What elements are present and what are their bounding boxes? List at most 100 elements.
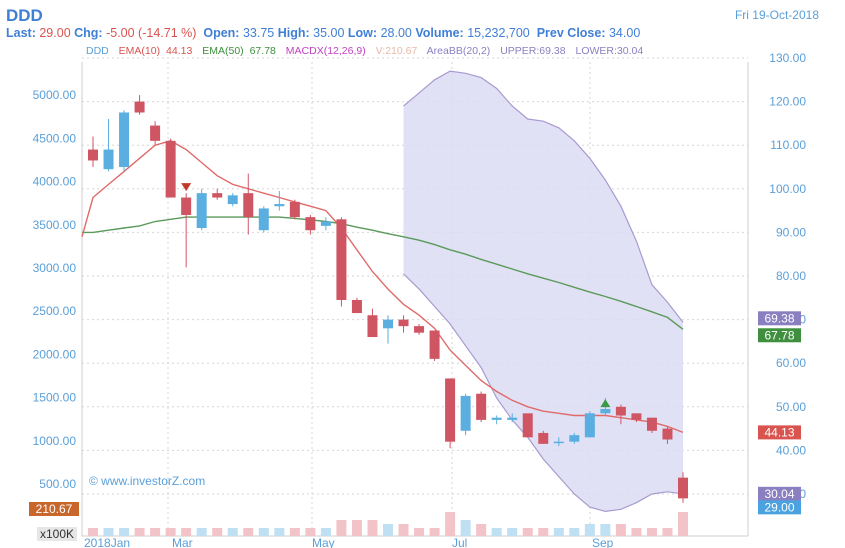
sell-marker-icon bbox=[181, 183, 192, 192]
legend-macd: MACDX(12,26,9) bbox=[285, 45, 366, 57]
chart-header: DDD Fri 19-Oct-2018 Last: 29.00 Chg: -5.… bbox=[0, 0, 845, 58]
right-axis-tick: 110.00 bbox=[770, 138, 806, 152]
volume-bar bbox=[165, 528, 176, 536]
left-axis-tick: 500.00 bbox=[39, 477, 76, 491]
quote-date: Fri 19-Oct-2018 bbox=[734, 8, 819, 22]
candle-body bbox=[631, 413, 642, 420]
chg-value: -5.00 (-14.71 %) bbox=[106, 26, 197, 40]
candle-body bbox=[165, 140, 176, 198]
value-badge-text: 69.38 bbox=[764, 311, 794, 325]
candle-body bbox=[507, 417, 518, 420]
volume-bar bbox=[646, 528, 657, 536]
legend-ema10: EMA(10) bbox=[118, 45, 161, 57]
low-value: 28.00 bbox=[380, 26, 412, 40]
candle-body bbox=[336, 219, 347, 300]
prevclose-value: 34.00 bbox=[608, 26, 641, 40]
x-axis-label: 2018Jan bbox=[84, 536, 130, 548]
high-value: 35.00 bbox=[313, 26, 345, 40]
volume-bar bbox=[119, 528, 130, 536]
candle-body bbox=[243, 193, 254, 218]
volume-bar bbox=[351, 520, 362, 536]
volume-bar bbox=[507, 528, 518, 536]
right-axis-tick: 60.00 bbox=[776, 356, 806, 370]
volume-bar bbox=[196, 528, 207, 536]
candle-body bbox=[150, 125, 161, 141]
legend-ema10-value: 44.13 bbox=[166, 45, 193, 57]
right-axis-tick: 100.00 bbox=[769, 182, 806, 196]
volume-bar bbox=[336, 520, 347, 536]
candle-body bbox=[429, 330, 440, 359]
volume-bar bbox=[289, 528, 300, 536]
candle-body bbox=[538, 432, 549, 444]
bollinger-band bbox=[403, 70, 684, 513]
candle-body bbox=[351, 299, 362, 314]
candle-body bbox=[491, 417, 502, 420]
volume-bar bbox=[243, 528, 254, 536]
low-label: Low: bbox=[347, 26, 378, 40]
volume-unit-text: x100K bbox=[40, 527, 74, 541]
volume-bar bbox=[134, 528, 145, 536]
x-axis-label: May bbox=[312, 536, 335, 548]
volume-bar bbox=[678, 512, 688, 536]
volume-bar bbox=[88, 528, 98, 536]
left-axis-tick: 2500.00 bbox=[33, 304, 77, 318]
chg-label: Chg: bbox=[74, 26, 103, 40]
right-axis-tick: 50.00 bbox=[776, 400, 806, 414]
left-axis-tick: 3000.00 bbox=[33, 261, 77, 275]
candle-body bbox=[88, 149, 98, 161]
volume-unit-box bbox=[37, 527, 77, 541]
volume-bar bbox=[476, 524, 487, 536]
volume-bar bbox=[631, 528, 642, 536]
legend-ddd: DDD bbox=[86, 45, 109, 57]
candle-body bbox=[398, 319, 409, 327]
right-axis-tick: 120.00 bbox=[769, 95, 806, 109]
candle-body bbox=[678, 477, 688, 499]
candle-body bbox=[119, 112, 130, 167]
candle-body bbox=[569, 435, 580, 442]
candle-body bbox=[476, 393, 487, 420]
last-label: Last: bbox=[6, 26, 36, 40]
left-axis-tick: 2000.00 bbox=[33, 347, 77, 361]
volume-bar bbox=[615, 524, 626, 536]
last-value: 29.00 bbox=[39, 26, 71, 40]
volume-bar bbox=[103, 528, 114, 536]
volume-bar bbox=[227, 528, 238, 536]
right-axis-tick: 80.00 bbox=[776, 269, 806, 283]
candle-body bbox=[134, 101, 145, 113]
bb-area bbox=[403, 71, 683, 512]
volume-bar bbox=[600, 524, 611, 536]
x-axis-label: Mar bbox=[172, 536, 193, 548]
volume-bar bbox=[584, 524, 595, 536]
candle-body bbox=[258, 208, 269, 231]
buy-marker-icon bbox=[600, 399, 611, 408]
bb-lower-line bbox=[403, 273, 684, 513]
candle-body bbox=[383, 319, 393, 329]
volume-bar bbox=[181, 528, 192, 536]
candle-body bbox=[103, 149, 114, 170]
legend-bb: AreaBB(20,2) bbox=[426, 45, 491, 57]
candle-body bbox=[305, 217, 316, 231]
ema-lines bbox=[81, 140, 684, 434]
axes: 500.00 1000.00 1500.00 2000.00 2500.00 3000.0… bbox=[29, 51, 806, 548]
prevclose-label: Prev Close: bbox=[536, 26, 606, 40]
candle-body bbox=[662, 428, 673, 440]
high-label: High: bbox=[277, 26, 310, 40]
volume-bar bbox=[212, 528, 223, 536]
value-badge-text: 44.13 bbox=[764, 425, 794, 439]
candle-body bbox=[522, 413, 533, 438]
bb-upper-line bbox=[403, 70, 684, 323]
value-badge-text: 30.04 bbox=[764, 487, 794, 501]
quote-summary: Last: 29.00 Chg: -5.00 (-14.71 %) Open: … bbox=[6, 26, 640, 40]
legend-ema50-value: 67.78 bbox=[249, 45, 276, 57]
left-axis-tick: 5000.00 bbox=[33, 88, 77, 102]
candle-body bbox=[212, 193, 223, 198]
volume-label: Volume: bbox=[415, 26, 464, 40]
volume-bar bbox=[398, 524, 409, 536]
candle-body bbox=[445, 378, 456, 442]
legend-upper: UPPER:69.38 bbox=[500, 45, 566, 57]
volume-badge-text: 210.67 bbox=[36, 502, 73, 516]
value-badge bbox=[758, 311, 801, 326]
volume-value: 15,232,700 bbox=[467, 26, 530, 40]
volume-badge bbox=[29, 502, 79, 516]
